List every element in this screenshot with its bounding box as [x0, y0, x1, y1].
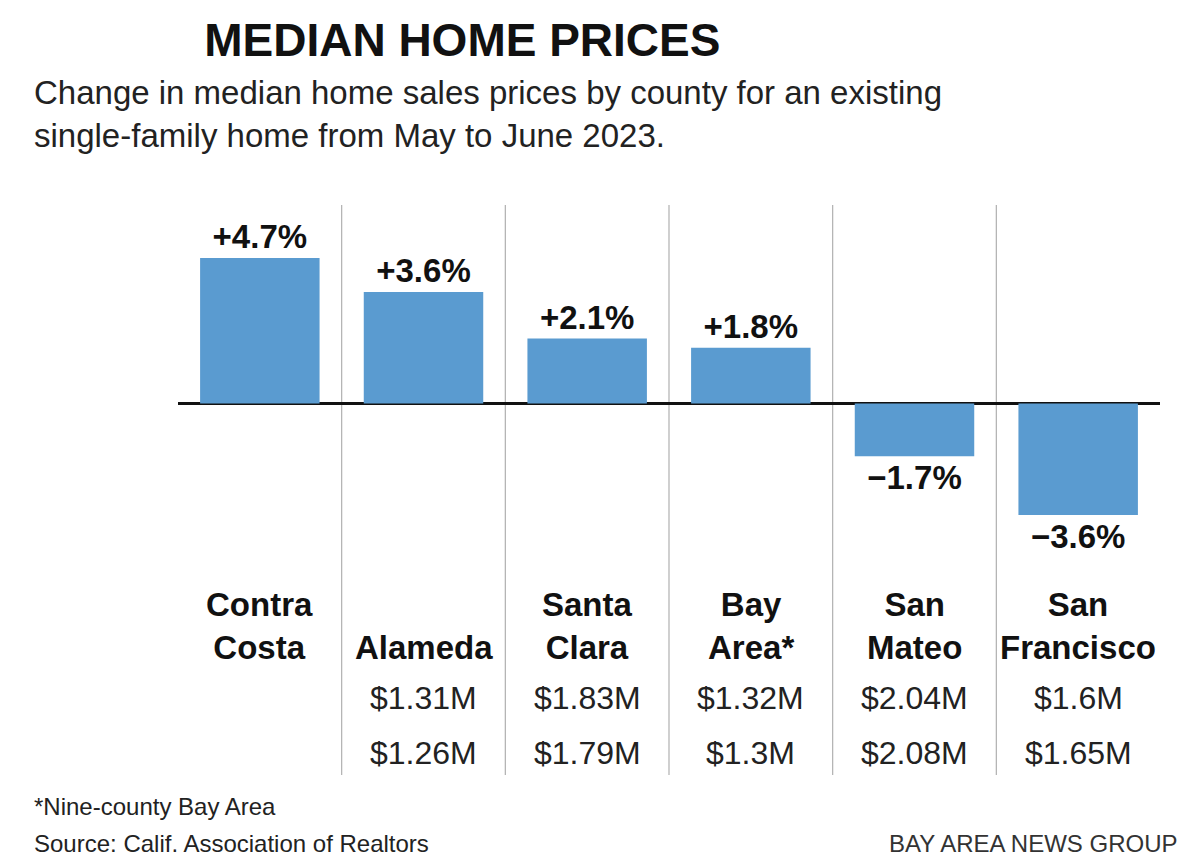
svg-text:Source: Calif. Association of: Source: Calif. Association of Realtors [34, 830, 429, 857]
svg-text:SanMateo: SanMateo [867, 586, 962, 666]
svg-text:$1.26M: $1.26M [370, 735, 477, 771]
svg-text:$1.6M: $1.6M [1034, 680, 1123, 716]
svg-text:SanFrancisco: SanFrancisco [1000, 586, 1156, 666]
svg-text:$1.79M: $1.79M [534, 735, 641, 771]
svg-text:Change in median home sales pr: Change in median home sales prices by co… [34, 74, 942, 154]
svg-text:+4.7%: +4.7% [213, 218, 308, 255]
svg-text:MEDIAN HOME PRICES: MEDIAN HOME PRICES [204, 14, 720, 66]
svg-text:$1.3M: $1.3M [706, 735, 795, 771]
svg-text:Alameda: Alameda [355, 629, 493, 666]
svg-text:+1.8%: +1.8% [704, 308, 799, 345]
svg-text:ContraCosta: ContraCosta [206, 586, 313, 666]
svg-text:+2.1%: +2.1% [540, 299, 635, 336]
svg-text:$1.65M: $1.65M [1025, 735, 1132, 771]
svg-text:BayArea*: BayArea* [708, 586, 794, 666]
svg-text:$2.08M: $2.08M [861, 735, 968, 771]
svg-text:BAY AREA NEWS GROUP: BAY AREA NEWS GROUP [889, 830, 1178, 857]
svg-text:*Nine-county Bay Area: *Nine-county Bay Area [34, 793, 276, 820]
svg-text:$2.04M: $2.04M [861, 680, 968, 716]
svg-text:−1.7%: −1.7% [867, 459, 962, 496]
svg-text:$1.83M: $1.83M [534, 680, 641, 716]
svg-text:+3.6%: +3.6% [376, 252, 471, 289]
svg-text:SantaClara: SantaClara [542, 586, 633, 666]
svg-text:$1.31M: $1.31M [370, 680, 477, 716]
svg-text:$1.32M: $1.32M [697, 680, 804, 716]
svg-text:−3.6%: −3.6% [1031, 518, 1126, 555]
